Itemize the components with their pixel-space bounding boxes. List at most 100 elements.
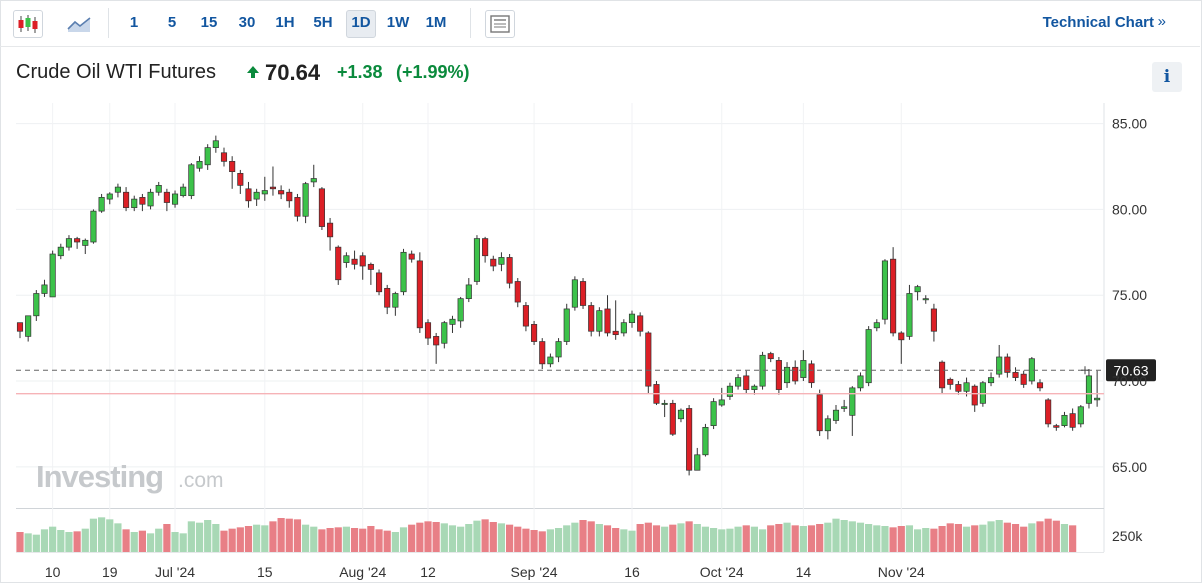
candle-body [57,246,64,257]
candle-body [318,188,325,227]
info-icon[interactable]: i [1152,62,1182,92]
candle-body [620,322,627,334]
candle-body [506,257,513,284]
volume-bar [987,521,995,552]
y-tick-label: 80.00 [1112,201,1147,217]
volume-bar [979,524,987,552]
candle-body [155,185,162,193]
candle-body [171,193,179,205]
candle-body [1094,397,1101,401]
candle-body [229,160,236,172]
candle-body [106,193,113,200]
candle-body [25,315,32,337]
volume-bar [375,529,383,552]
candle-body [1012,372,1019,378]
volume-bar [383,530,391,552]
interval-30m-button[interactable]: 30 [238,14,256,31]
interval-15m-button[interactable]: 15 [200,14,218,31]
interval-5h-button[interactable]: 5H [313,14,333,31]
candle-body [261,190,268,195]
volume-bar [1036,521,1044,552]
candle-body [637,315,644,332]
candle-body [359,255,366,267]
chevron-right-icon[interactable]: » [1157,13,1166,30]
candle-body [579,281,587,306]
candle-body [1061,414,1068,426]
volume-bar [807,525,816,552]
technical-chart-link[interactable]: Technical Chart [1042,14,1154,31]
volume-bar [905,525,914,552]
candle-body [873,322,880,329]
candle-body [1045,399,1052,425]
volume-bar [791,525,799,552]
candle-body [596,310,603,332]
volume-bar [350,528,359,552]
candle [539,338,546,369]
candle [302,181,309,224]
candle [865,326,872,387]
volume-bar [138,530,146,552]
candle [147,188,154,210]
candle-body [922,298,929,301]
candle [253,188,260,206]
candle [310,164,317,188]
volume-bar [261,525,269,552]
volume-bar [938,526,946,552]
candle [351,250,358,270]
candle-body [212,140,219,148]
volume-bar [522,528,530,552]
interval-1w-button[interactable]: 1W [386,14,410,31]
interval-1h-button[interactable]: 1H [275,14,295,31]
volume-bar [1069,525,1077,552]
candle [433,332,440,364]
candle-body [824,418,831,432]
candle-body [849,387,856,416]
candle [367,262,374,285]
volume-bar [473,520,481,552]
volume-bar [922,528,930,552]
candle-body [392,293,399,308]
candle-body [514,281,521,303]
volume-bar [775,524,783,552]
volume-bar [399,527,408,552]
volume-bar [603,525,612,552]
candle-body [302,183,309,217]
candle [987,372,995,387]
x-tick-label: 19 [102,564,118,580]
candle-body [375,272,383,293]
volume-bar [236,527,244,552]
volume-bar [448,525,457,552]
volume-bar [130,532,138,552]
candle [604,295,611,337]
volume-bar [195,522,204,552]
candle [767,351,774,363]
candle-body [139,197,146,205]
interval-1mo-button[interactable]: 1M [425,14,447,31]
candle [514,278,521,308]
volume-bar [212,524,220,552]
candle-body [384,287,391,308]
volume-bar [367,526,375,552]
candle [857,372,864,392]
news-panel-icon[interactable] [485,10,515,38]
area-chart-icon[interactable] [64,10,94,38]
candle-body [408,253,415,260]
interval-5m-button[interactable]: 5 [167,14,177,31]
volume-bar [595,524,603,552]
candle [269,166,277,196]
candlestick-icon[interactable] [13,10,43,38]
candle [792,360,799,385]
candle-body [424,322,432,339]
watermark-brand: Investing [36,459,163,494]
candle-body [783,366,791,384]
interval-1m-button[interactable]: 1 [129,14,139,31]
candle-body [367,263,374,270]
candle [1028,356,1035,385]
volume-bar [1044,518,1052,552]
candle-body [98,197,105,212]
candle-body [286,191,293,202]
interval-1d-button[interactable]: 1D [346,10,376,38]
candle-body [775,360,782,390]
volume-bar [32,534,40,552]
